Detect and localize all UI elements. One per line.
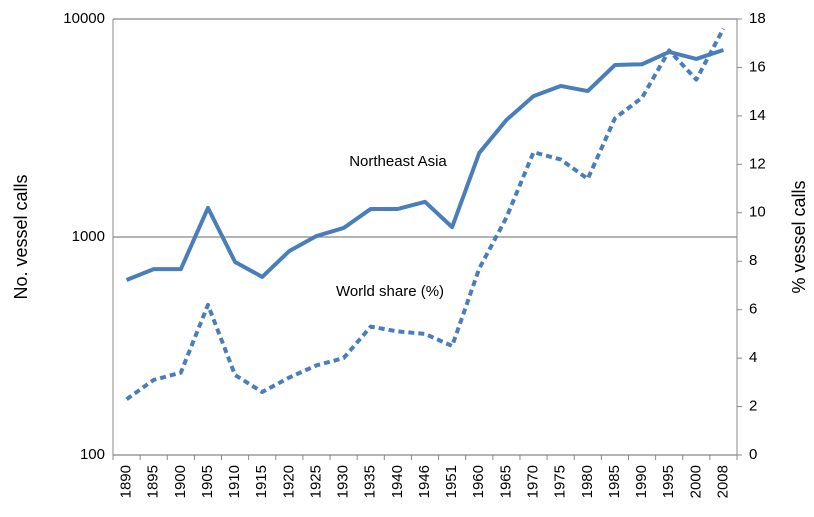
y2-axis-label: % vessel calls [789,180,809,293]
series-line [125,48,725,282]
x-tick-label: 1905 [199,465,216,498]
x-tick-label: 1940 [389,465,406,498]
x-tick-label: 1910 [226,465,243,498]
x-tick-label: 1990 [633,465,650,498]
y-axis-label: No. vessel calls [11,174,31,299]
x-tick-label: 1890 [118,465,135,498]
y2-tick-label: 8 [749,252,757,269]
x-tick-label: 1995 [660,465,677,498]
x-tick-label: 1925 [307,465,324,498]
y-tick-label: 10000 [63,10,105,27]
y2-tick-label: 14 [749,107,766,124]
y-tick-label: 1000 [72,228,105,245]
y2-tick-label: 2 [749,398,757,415]
x-tick-label: 2008 [714,465,731,498]
y2-tick-label: 16 [749,58,766,75]
y2-tick-label: 10 [749,204,766,221]
x-tick-label: 1965 [497,465,514,498]
x-tick-label: 1970 [524,465,541,498]
x-tick-label: 1900 [172,465,189,498]
series-annotation: Northeast Asia [349,153,447,170]
x-tick-label: 1985 [606,465,623,498]
x-tick-label: 1895 [145,465,162,498]
x-tick-label: 1951 [443,465,460,498]
x-tick-label: 2000 [687,465,704,498]
y2-tick-label: 4 [749,349,757,366]
y2-tick-label: 18 [749,10,766,27]
x-tick-label: 1930 [335,465,352,498]
y2-tick-label: 6 [749,301,757,318]
x-tick-label: 1935 [362,465,379,498]
series-annotation: World share (%) [336,283,444,300]
y2-tick-label: 0 [749,446,757,463]
x-tick-label: 1915 [253,465,270,498]
series-line [125,27,726,401]
x-tick-label: 1980 [579,465,596,498]
x-tick-label: 1960 [470,465,487,498]
x-tick-label: 1975 [552,465,569,498]
x-tick-label: 1946 [416,465,433,498]
x-tick-label: 1920 [280,465,297,498]
y2-tick-label: 12 [749,155,766,172]
y-tick-label: 100 [80,446,105,463]
